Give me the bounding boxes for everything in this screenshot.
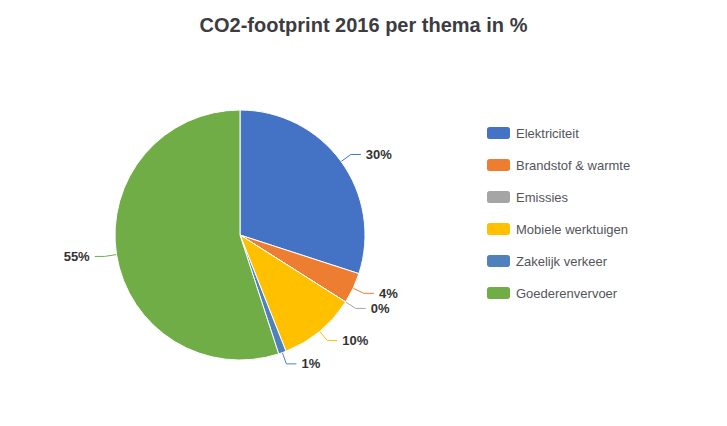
svg-text:Goederenvervoer: Goederenvervoer (516, 286, 618, 301)
svg-text:Elektriciteit: Elektriciteit (516, 126, 579, 141)
svg-text:CO2-footprint 2016 per thema i: CO2-footprint 2016 per thema in % (200, 14, 528, 36)
svg-text:Brandstof & warmte: Brandstof & warmte (516, 158, 630, 173)
svg-text:4%: 4% (379, 286, 398, 301)
svg-text:Mobiele werktuigen: Mobiele werktuigen (516, 222, 628, 237)
svg-text:Zakelijk verkeer: Zakelijk verkeer (516, 254, 608, 269)
svg-text:1%: 1% (301, 356, 320, 371)
svg-text:30%: 30% (366, 147, 392, 162)
svg-text:0%: 0% (371, 301, 390, 316)
svg-text:55%: 55% (64, 249, 90, 264)
svg-text:Emissies: Emissies (516, 190, 569, 205)
svg-text:10%: 10% (342, 333, 368, 348)
